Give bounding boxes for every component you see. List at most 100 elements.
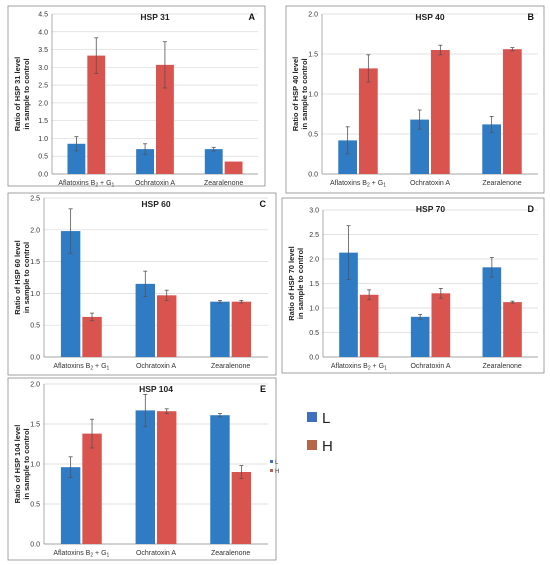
error-bar — [345, 126, 350, 155]
y-axis-label-line: in sample to control — [296, 248, 305, 319]
error-bar — [239, 465, 244, 479]
x-category-label: Ochratoxin A — [410, 363, 450, 370]
y-tick-label: 2.0 — [30, 382, 40, 389]
panel-d: 0.0 0.5 1.0 1.5 2.0 2.5 3.0 HSP 70 D Ratio of HSP… — [281, 197, 545, 374]
bar-l — [482, 124, 501, 174]
y-axis-label-line: in sample to control — [22, 428, 31, 499]
panel-letter: C — [260, 199, 267, 209]
y-tick-label: 1.0 — [38, 136, 48, 143]
category-text-part: + G — [93, 363, 106, 370]
error-bar — [74, 136, 79, 152]
bar-h — [359, 294, 379, 357]
bar-h — [157, 295, 177, 357]
error-bar — [68, 208, 73, 254]
error-bar — [346, 225, 351, 280]
chart-title: HSP 104 — [139, 384, 173, 394]
category-text-part: Aflatoxins B — [330, 180, 367, 187]
y-tick-label: 1.5 — [38, 118, 48, 125]
category-text-part: 1 — [112, 183, 115, 189]
error-bar — [366, 54, 371, 83]
error-bar — [164, 289, 169, 301]
legend-swatch-h — [307, 440, 317, 450]
bar-h — [359, 68, 378, 174]
legend-label-h: H — [322, 438, 333, 455]
category-text-part: 2 — [368, 366, 371, 372]
category-text-part: 1 — [107, 366, 110, 372]
bar-h — [157, 411, 177, 544]
category-text-part: + G — [98, 180, 111, 187]
y-tick-label: 0.0 — [38, 172, 48, 179]
bar-h — [503, 302, 522, 357]
category-text-part: Aflatoxins B — [53, 550, 90, 557]
y-tick-label: 0.5 — [308, 132, 318, 139]
bar-h — [82, 316, 102, 357]
y-tick-label: 4.0 — [38, 29, 48, 36]
y-tick-label: 2.0 — [38, 100, 48, 107]
category-text-part: 2 — [367, 183, 370, 189]
y-axis-label-line: in sample to control — [22, 242, 31, 313]
bar-l — [410, 316, 430, 357]
category-text-part: 1 — [384, 366, 387, 372]
x-category-label: Aflatoxins B2 + G1 — [58, 180, 114, 189]
bar-h — [82, 433, 102, 544]
error-bar — [438, 287, 443, 299]
y-tick-label: 0.5 — [30, 502, 40, 509]
y-tick-label: 1.5 — [308, 52, 318, 59]
bar-h — [87, 55, 106, 174]
y-tick-label: 0.0 — [30, 542, 40, 549]
y-tick-label: 0.5 — [309, 330, 319, 337]
legend: LH — [307, 410, 333, 455]
error-bar — [438, 44, 443, 56]
small-legend-swatch — [270, 469, 273, 472]
bar-h — [224, 161, 243, 174]
x-category-label: Zearalenone — [211, 363, 250, 370]
x-category-label: Ochratoxin A — [136, 363, 176, 370]
category-text-part: Aflatoxins B — [53, 363, 90, 370]
y-axis-label-line: Ratio of HSP 60 level — [13, 240, 22, 314]
panel-b: 0.0 0.5 1.0 1.5 2.0 HSP 40 B Ratio of HSP 40 le… — [285, 5, 545, 194]
error-bar — [489, 116, 494, 133]
y-tick-label: 3.0 — [309, 208, 319, 215]
y-axis-label: Ratio of HSP 104 level in sample to contr… — [13, 425, 31, 504]
legend-swatch-l — [307, 412, 317, 422]
y-tick-label: 1.0 — [30, 462, 40, 469]
panel-c: 0.0 0.5 1.0 1.5 2.0 2.5 HSP 60 C Ratio of HSP 60… — [7, 192, 277, 376]
panel-letter: A — [249, 12, 256, 22]
bar-l — [210, 415, 230, 544]
bar-l — [482, 267, 502, 357]
x-category-label: Zearalenone — [482, 180, 521, 187]
chart-title: HSP 40 — [415, 12, 444, 22]
y-tick-label: 3.5 — [38, 47, 48, 54]
error-bar — [417, 109, 422, 130]
y-axis-label-line: Ratio of HSP 104 level — [13, 425, 22, 504]
error-bar — [489, 257, 494, 278]
y-tick-label: 1.0 — [308, 92, 318, 99]
y-axis-label: Ratio of HSP 31 level in sample to contro… — [13, 57, 31, 131]
category-text-part: 2 — [95, 183, 98, 189]
y-axis-label: Ratio of HSP 40 level in sample to contro… — [291, 57, 309, 131]
x-category-label: Zearalenone — [483, 363, 522, 370]
y-tick-label: 2.0 — [30, 227, 40, 234]
bar-h — [431, 293, 451, 357]
y-tick-label: 2.5 — [38, 83, 48, 90]
category-text-part: 1 — [383, 183, 386, 189]
error-bar — [510, 47, 515, 52]
error-bar — [143, 270, 148, 297]
y-tick-label: 1.5 — [309, 281, 319, 288]
panel-letter: B — [528, 12, 535, 22]
y-tick-label: 1.0 — [30, 291, 40, 298]
panel-letter: D — [528, 204, 535, 214]
category-text-part: + G — [370, 180, 383, 187]
y-axis-label: Ratio of HSP 60 level in sample to contro… — [13, 240, 31, 314]
small-legend-label: L — [275, 460, 279, 466]
category-text-part: + G — [93, 550, 106, 557]
bar-h — [431, 50, 450, 174]
y-tick-label: 0.0 — [308, 172, 318, 179]
chart-title: HSP 70 — [416, 204, 445, 214]
y-tick-label: 2.5 — [30, 196, 40, 203]
chart-title: HSP 31 — [140, 12, 169, 22]
panel-e: 0.0 0.5 1.0 1.5 2.0 HSP 104 E Ratio of HSP 104 … — [7, 377, 279, 561]
error-bar — [90, 418, 95, 449]
x-category-label: Ochratoxin A — [135, 180, 175, 187]
